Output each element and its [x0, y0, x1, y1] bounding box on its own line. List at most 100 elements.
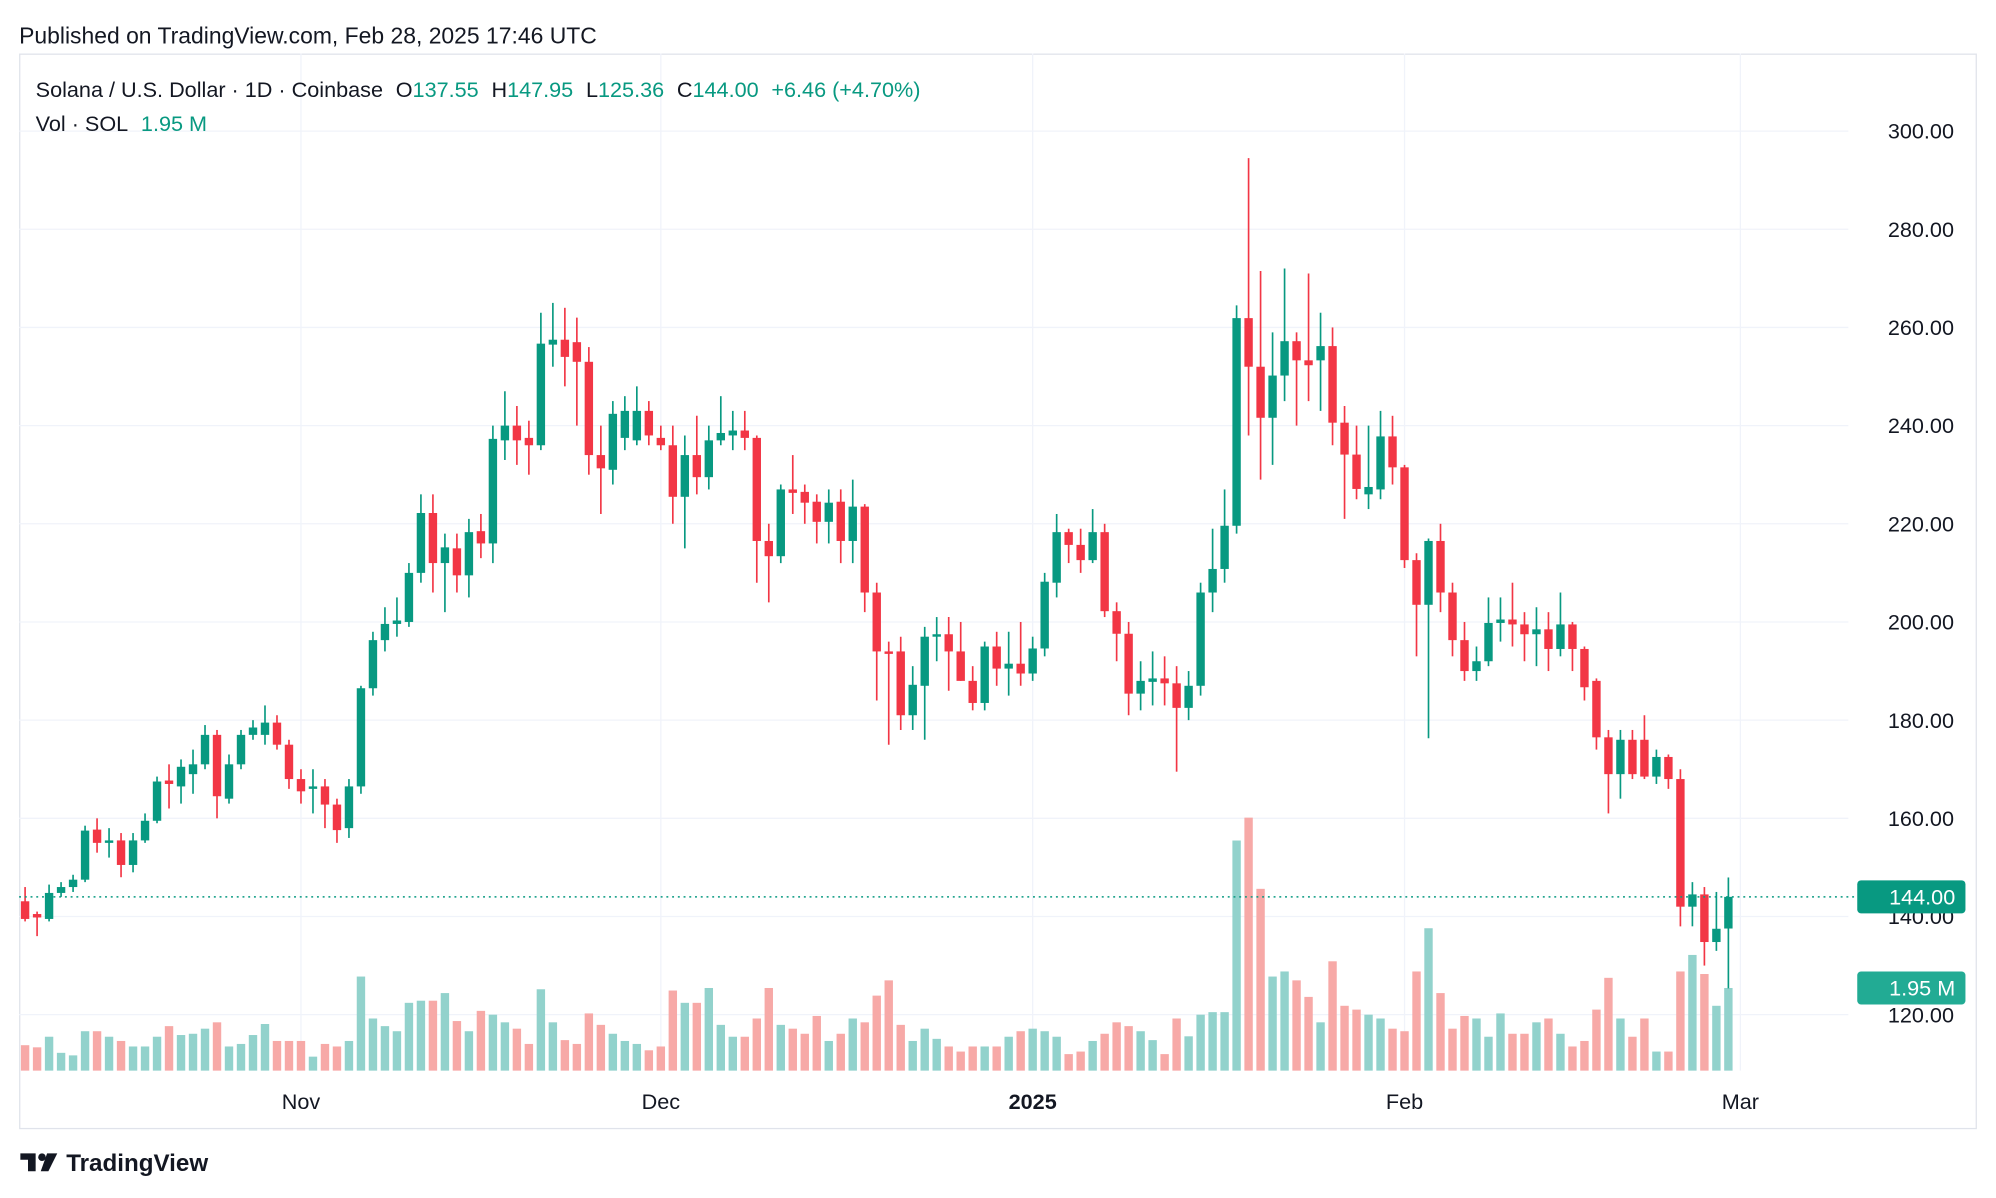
volume-bar — [1496, 1013, 1505, 1071]
volume-bar — [1040, 1031, 1049, 1071]
candle-body — [1280, 341, 1289, 376]
candle-body — [620, 410, 630, 438]
candle-body — [764, 540, 773, 557]
candle-body — [1220, 525, 1229, 569]
volume-bar — [452, 1021, 462, 1071]
volume-bar — [92, 1031, 102, 1071]
volume-bar — [860, 1022, 869, 1071]
candle-body — [1688, 894, 1697, 907]
volume-bar — [1340, 1005, 1349, 1071]
candle-body — [140, 820, 150, 841]
volume-bar — [992, 1046, 1001, 1071]
volume-bar — [500, 1022, 510, 1071]
candle-body — [344, 786, 354, 829]
candle-body — [188, 764, 198, 775]
volume-bar — [704, 987, 714, 1071]
x-tick-label: Nov — [282, 1089, 321, 1114]
volume-bar — [380, 1026, 390, 1071]
price-pane — [20, 158, 1733, 989]
volume-bar — [548, 1022, 558, 1071]
volume-bar — [692, 1002, 702, 1071]
candle-body — [1448, 592, 1457, 641]
volume-bar — [236, 1043, 246, 1071]
candle-body — [656, 437, 666, 446]
legend-volume: Vol · SOL 1.95 M — [36, 111, 207, 136]
candle-body — [1640, 739, 1649, 777]
volume-bar — [116, 1040, 126, 1071]
candle-body — [476, 531, 486, 544]
volume-bar — [968, 1046, 977, 1071]
volume-bar — [128, 1046, 138, 1071]
volume-bar — [1148, 1040, 1157, 1071]
volume-bar — [1412, 971, 1421, 1071]
volume-bar — [956, 1051, 965, 1071]
candle-body — [428, 512, 438, 564]
volume-bar — [1268, 976, 1277, 1071]
volume-bar — [440, 993, 450, 1071]
volume-bar — [1004, 1036, 1013, 1071]
candle-body — [1352, 454, 1361, 489]
ohlc-value: 137.55 — [413, 77, 479, 102]
ohlc-key: L — [586, 77, 598, 102]
candle-body — [980, 646, 989, 703]
candle-body — [1004, 663, 1013, 669]
candle-body — [716, 432, 726, 441]
candle-body — [1724, 896, 1733, 929]
volume-bar — [716, 1024, 726, 1071]
candle-body — [32, 914, 42, 918]
candle-body — [1712, 928, 1721, 943]
volume-bar — [1076, 1051, 1085, 1071]
candle-body — [1160, 678, 1169, 684]
volume-bar — [800, 1033, 809, 1071]
candle-body — [548, 339, 558, 345]
candle-body — [944, 634, 953, 652]
candle-body — [1328, 346, 1337, 423]
volume-bar — [1664, 1051, 1673, 1071]
x-tick-label: 2025 — [1009, 1089, 1057, 1114]
candle-body — [1016, 663, 1025, 674]
candle-body — [1604, 737, 1613, 775]
volume-bar — [320, 1043, 330, 1071]
candle-body — [524, 437, 534, 446]
volume-bar — [1196, 1014, 1205, 1071]
volume-bar — [1172, 1018, 1181, 1071]
volume-bar — [1472, 1018, 1481, 1071]
volume-bar — [1436, 993, 1445, 1071]
candle-body — [248, 727, 258, 735]
candle-body — [488, 438, 498, 544]
volume-bar — [728, 1036, 737, 1071]
candle-body — [800, 491, 809, 503]
volume-bar — [1052, 1036, 1061, 1071]
candle-body — [752, 437, 761, 541]
volume-bar — [848, 1018, 857, 1071]
ohlc-value: 144.00 — [692, 77, 758, 102]
candle-body — [164, 780, 174, 784]
legend-main: Solana / U.S. Dollar · 1D · Coinbase O137… — [36, 77, 921, 102]
volume-bar — [416, 1000, 426, 1071]
candle-body — [452, 548, 462, 576]
volume-bar — [140, 1046, 150, 1071]
candle-body — [992, 646, 1001, 669]
candle-body — [1184, 685, 1193, 708]
volume-bar — [1628, 1036, 1637, 1071]
volume-bar — [668, 990, 678, 1071]
volume-bar — [752, 1018, 761, 1071]
candle-body — [1136, 680, 1145, 694]
candle-body — [1028, 648, 1037, 674]
candle-body — [788, 489, 797, 493]
y-tick-label: 300.00 — [1888, 119, 1954, 144]
published-note: Published on TradingView.com, Feb 28, 20… — [19, 22, 597, 48]
volume-bar — [944, 1046, 953, 1071]
volume-bar — [1124, 1026, 1133, 1071]
candle-body — [80, 830, 90, 880]
candle-body — [968, 680, 977, 703]
volume-bar — [1688, 954, 1697, 1071]
candle-body — [1544, 629, 1553, 649]
volume-bar — [188, 1033, 198, 1071]
candle-body — [1424, 540, 1433, 605]
volume-bar — [632, 1043, 642, 1071]
last-volume-label: 1.95 M — [1889, 976, 1955, 1001]
candle-body — [812, 501, 821, 522]
volume-bar — [80, 1031, 90, 1071]
volume-bar — [1016, 1031, 1025, 1071]
